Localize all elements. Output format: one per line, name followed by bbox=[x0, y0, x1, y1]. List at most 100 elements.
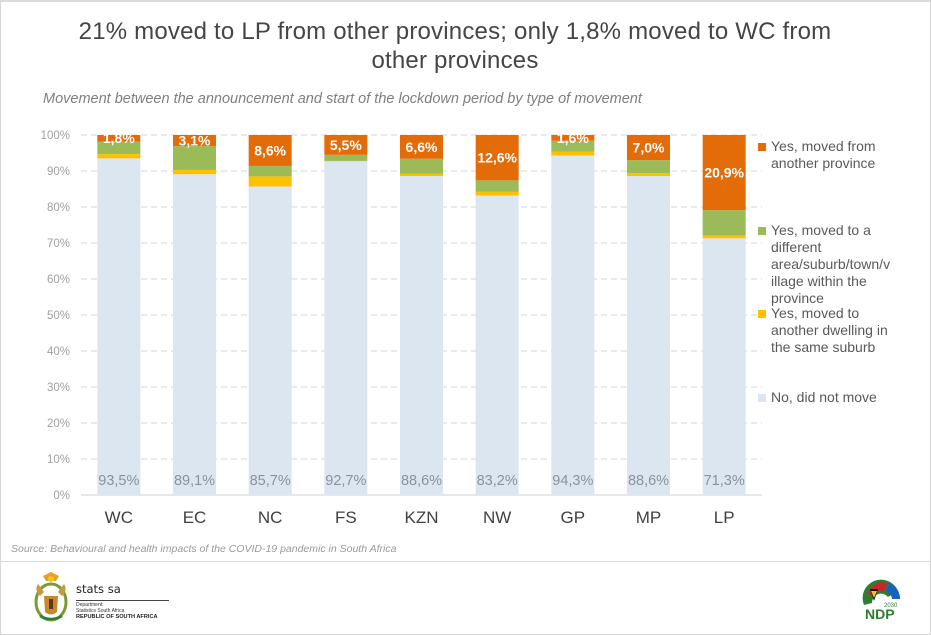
stats-sa-underline bbox=[76, 600, 169, 601]
data-label-other-province: 5,5% bbox=[330, 137, 362, 153]
y-tick-label: 30% bbox=[47, 382, 70, 394]
stats-sa-wordmark: stats sa bbox=[76, 582, 121, 596]
data-label-other-province: 8,6% bbox=[254, 142, 286, 158]
chart-subtitle: Movement between the announcement and st… bbox=[43, 91, 642, 107]
bar-segment-other-province bbox=[627, 135, 670, 161]
bar-nw bbox=[475, 135, 519, 496]
data-label-did-not-move: 89,1% bbox=[174, 473, 215, 489]
bar-segment-did-not-move bbox=[627, 176, 670, 496]
bar-segment-within-province bbox=[97, 141, 141, 155]
data-label-did-not-move: 71,3% bbox=[704, 473, 745, 489]
data-labels: 93,5% 1,8% 89,1% 3,1% 85,7% 8,6% 92,7% 5,5% 88,6… bbox=[98, 130, 745, 489]
bar-segment-other-province bbox=[248, 135, 292, 166]
legend-swatch-did-not-move bbox=[758, 394, 766, 402]
legend-item-same-suburb: Yes, moved to another dwelling in the sa… bbox=[758, 305, 893, 356]
bar-segment-within-province bbox=[400, 158, 443, 174]
x-tick-label: GP bbox=[561, 508, 586, 527]
data-label-other-province: 6,6% bbox=[406, 139, 438, 155]
bar-wc bbox=[97, 135, 141, 495]
data-label-other-province: 1,8% bbox=[103, 130, 135, 146]
bar-segment-did-not-move bbox=[173, 174, 216, 496]
y-tick-label: 20% bbox=[47, 418, 70, 430]
data-label-did-not-move: 93,5% bbox=[98, 473, 139, 489]
bar-segment-within-province bbox=[702, 210, 746, 236]
bar-segment-other-province bbox=[702, 135, 746, 211]
bar-segment-within-province bbox=[475, 180, 519, 192]
bar-segment-within-province bbox=[324, 154, 368, 161]
footer-divider bbox=[0, 561, 931, 562]
bar-segment-same-suburb bbox=[475, 191, 519, 196]
stats-sa-country: REPUBLIC OF SOUTH AFRICA bbox=[76, 614, 158, 620]
y-axis-tick-labels: 0% 10% 20% 30% 40% 50% 60% 70% 80% 90% 100% bbox=[41, 130, 70, 502]
x-tick-label: LP bbox=[714, 508, 735, 527]
bar-segment-same-suburb bbox=[627, 173, 670, 177]
x-tick-label: NC bbox=[258, 508, 283, 527]
data-label-other-province: 3,1% bbox=[179, 133, 211, 149]
bar-segment-within-province bbox=[551, 140, 595, 152]
bar-segment-other-province bbox=[324, 135, 368, 155]
legend-swatch-same-suburb bbox=[758, 310, 766, 318]
legend-item-within-province: Yes, moved to a different area/suburb/to… bbox=[758, 222, 893, 307]
x-tick-label: FS bbox=[335, 508, 357, 527]
y-tick-label: 10% bbox=[47, 454, 70, 466]
bars bbox=[97, 135, 746, 496]
bar-segment-same-suburb bbox=[173, 169, 216, 175]
bar-fs bbox=[324, 135, 368, 495]
stats-sa-department-line-1: Department: bbox=[76, 602, 104, 608]
bar-segment-other-province bbox=[97, 135, 141, 142]
legend-label-did-not-move: No, did not move bbox=[771, 389, 877, 405]
bar-segment-within-province bbox=[173, 146, 216, 170]
bar-segment-same-suburb bbox=[248, 176, 292, 187]
bar-segment-did-not-move bbox=[475, 195, 519, 496]
ndp-2030-logo-icon: 2030 NDP bbox=[862, 579, 901, 622]
bar-segment-within-province bbox=[627, 160, 670, 174]
legend-label-same-suburb: Yes, moved to another dwelling in the sa… bbox=[771, 305, 888, 355]
legend-item-did-not-move: No, did not move bbox=[758, 389, 893, 406]
stats-sa-department: Department: Statistics South Africa bbox=[76, 602, 125, 614]
bar-segment-other-province bbox=[475, 135, 519, 181]
chart-title-line-2: other provinces bbox=[371, 47, 539, 74]
x-tick-label: MP bbox=[636, 508, 662, 527]
coat-of-arms-icon bbox=[34, 572, 68, 622]
bar-segment-did-not-move bbox=[551, 155, 595, 495]
data-label-did-not-move: 94,3% bbox=[552, 473, 593, 489]
x-tick-label: WC bbox=[105, 508, 133, 527]
bar-lp bbox=[702, 135, 746, 495]
data-label-did-not-move: 83,2% bbox=[477, 473, 518, 489]
data-label-did-not-move: 85,7% bbox=[250, 473, 291, 489]
bar-segment-did-not-move bbox=[97, 158, 141, 495]
data-label-other-province: 7,0% bbox=[633, 140, 665, 156]
y-tick-label: 80% bbox=[47, 202, 70, 214]
legend-swatch-within-province bbox=[758, 227, 766, 235]
data-label-other-province: 20,9% bbox=[704, 165, 744, 181]
bar-gp bbox=[551, 135, 595, 495]
y-tick-label: 40% bbox=[47, 346, 70, 358]
source-note: Source: Behavioural and health impacts o… bbox=[11, 543, 397, 555]
y-tick-label: 60% bbox=[47, 274, 70, 286]
stats-sa-logo: stats sa Department: Statistics South Af… bbox=[30, 570, 180, 626]
ndp-year: 2030 bbox=[884, 603, 898, 609]
bar-segment-other-province bbox=[173, 135, 216, 147]
x-axis-tick-labels: WC EC NC FS KZN NW GP MP LP bbox=[105, 508, 735, 527]
bar-segment-within-province bbox=[248, 165, 292, 177]
stats-sa-department-line-2: Statistics South Africa bbox=[76, 607, 125, 614]
y-tick-label: 50% bbox=[47, 310, 70, 322]
bar-segment-same-suburb bbox=[551, 151, 595, 156]
y-tick-label: 0% bbox=[53, 490, 70, 502]
legend-swatch-other-province bbox=[758, 143, 766, 151]
bar-segment-other-province bbox=[400, 135, 443, 159]
y-tick-label: 100% bbox=[41, 130, 70, 142]
bar-segment-other-province bbox=[551, 135, 595, 141]
bar-segment-did-not-move bbox=[248, 186, 292, 496]
bar-segment-same-suburb bbox=[400, 173, 443, 177]
y-tick-label: 90% bbox=[47, 166, 70, 178]
bar-segment-did-not-move bbox=[702, 238, 746, 495]
data-label-did-not-move: 88,6% bbox=[628, 473, 669, 489]
legend-item-other-province: Yes, moved from another province bbox=[758, 138, 893, 172]
bar-segment-same-suburb bbox=[702, 235, 746, 239]
legend-label-within-province: Yes, moved to a different area/suburb/to… bbox=[771, 222, 891, 306]
bar-mp bbox=[627, 135, 670, 496]
bar-ec bbox=[173, 135, 216, 496]
data-label-other-province: 1,6% bbox=[557, 130, 589, 146]
bar-kzn bbox=[400, 135, 443, 496]
